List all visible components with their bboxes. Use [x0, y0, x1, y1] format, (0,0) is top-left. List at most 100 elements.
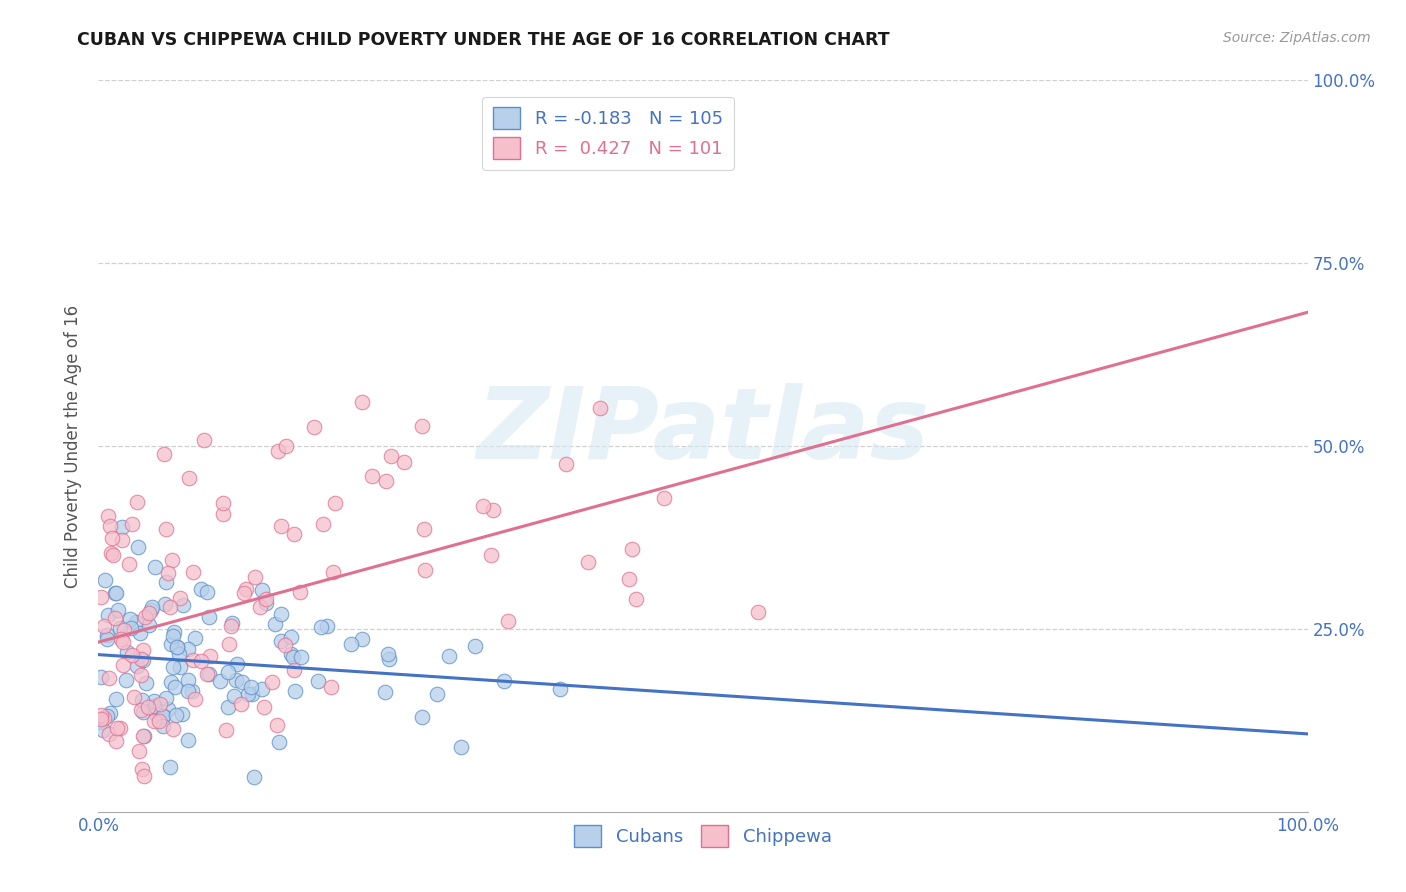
Point: [167, 647, 190, 661]
Point: [93, 711, 115, 725]
Point: [747, 605, 769, 619]
Point: [160, 637, 183, 651]
Point: [131, 692, 153, 706]
Point: [302, 420, 325, 434]
Point: [90, 708, 112, 723]
Point: [240, 680, 263, 694]
Point: [104, 692, 127, 706]
Point: [426, 688, 449, 702]
Point: [122, 690, 145, 704]
Point: [215, 723, 238, 737]
Point: [479, 548, 502, 562]
Point: [90, 715, 112, 730]
Point: [274, 439, 297, 453]
Point: [159, 600, 181, 615]
Point: [270, 518, 292, 533]
Point: [166, 640, 188, 655]
Point: [132, 653, 155, 667]
Point: [200, 649, 222, 664]
Point: [548, 682, 571, 697]
Point: [157, 702, 180, 716]
Point: [127, 540, 149, 554]
Point: [262, 674, 284, 689]
Point: [159, 760, 181, 774]
Point: [284, 683, 307, 698]
Point: [270, 607, 292, 622]
Point: [319, 680, 342, 694]
Point: [148, 714, 170, 729]
Point: [111, 520, 134, 534]
Point: [236, 687, 259, 701]
Point: [221, 615, 243, 630]
Point: [141, 600, 163, 615]
Point: [120, 621, 142, 635]
Point: [162, 625, 184, 640]
Point: [160, 553, 183, 567]
Point: [267, 735, 290, 749]
Text: CUBAN VS CHIPPEWA CHILD POVERTY UNDER THE AGE OF 16 CORRELATION CHART: CUBAN VS CHIPPEWA CHILD POVERTY UNDER TH…: [77, 31, 890, 49]
Point: [155, 575, 177, 590]
Point: [312, 517, 335, 532]
Point: [621, 541, 644, 556]
Point: [307, 673, 329, 688]
Point: [169, 660, 191, 674]
Point: [211, 496, 233, 510]
Point: [134, 610, 156, 624]
Point: [143, 694, 166, 708]
Point: [555, 458, 578, 472]
Point: [339, 637, 361, 651]
Point: [233, 585, 256, 599]
Point: [111, 634, 134, 648]
Point: [235, 582, 257, 597]
Point: [101, 548, 124, 562]
Point: [652, 491, 675, 506]
Point: [149, 697, 172, 711]
Point: [111, 533, 134, 548]
Point: [153, 598, 176, 612]
Point: [280, 647, 302, 661]
Point: [90, 712, 112, 726]
Point: [195, 585, 218, 599]
Point: [157, 566, 180, 580]
Point: [128, 744, 150, 758]
Point: [172, 598, 194, 612]
Point: [166, 640, 188, 655]
Point: [219, 619, 242, 633]
Point: [177, 471, 200, 485]
Point: [145, 706, 167, 721]
Point: [132, 643, 155, 657]
Point: [190, 582, 212, 596]
Point: [217, 665, 239, 679]
Point: [111, 658, 134, 673]
Point: [98, 518, 121, 533]
Point: [413, 562, 436, 576]
Point: [240, 687, 263, 701]
Point: [96, 627, 118, 641]
Point: [98, 727, 121, 741]
Point: [138, 607, 160, 621]
Point: [374, 685, 396, 699]
Point: [96, 709, 118, 723]
Point: [142, 699, 165, 714]
Point: [131, 762, 153, 776]
Point: [127, 659, 149, 673]
Point: [183, 631, 205, 645]
Point: [101, 531, 124, 545]
Legend: Cubans, Chippewa: Cubans, Chippewa: [567, 817, 839, 854]
Point: [377, 648, 399, 662]
Point: [266, 444, 288, 458]
Point: [283, 663, 305, 677]
Point: [152, 719, 174, 733]
Point: [100, 546, 122, 560]
Point: [288, 584, 311, 599]
Point: [254, 591, 277, 606]
Point: [323, 495, 346, 509]
Point: [128, 625, 150, 640]
Point: [90, 590, 112, 604]
Point: [134, 769, 156, 783]
Point: [108, 721, 131, 735]
Point: [115, 673, 138, 688]
Point: [105, 734, 128, 748]
Point: [266, 718, 288, 732]
Point: [165, 707, 187, 722]
